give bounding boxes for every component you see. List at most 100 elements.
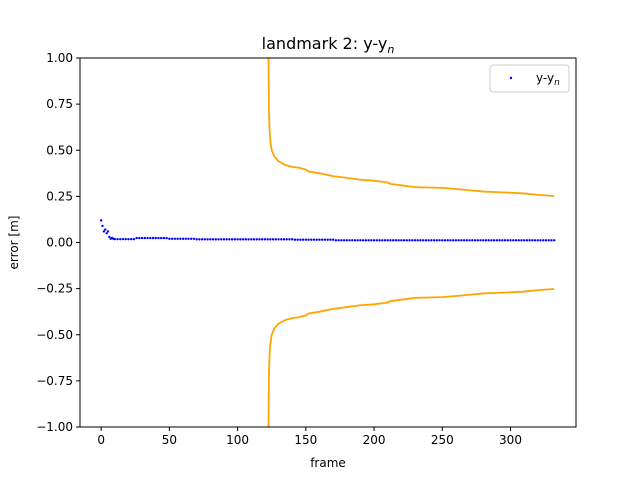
error-point — [159, 236, 163, 240]
error-point — [129, 237, 133, 241]
error-point — [517, 239, 520, 242]
error-point — [495, 239, 499, 242]
error-point — [209, 238, 212, 241]
error-point — [149, 236, 152, 240]
error-point — [310, 238, 313, 241]
y-axis-ticks: −1.00 −0.75 −0.50 −0.25 0.00 0.25 0.50 0.75 1.00 — [36, 51, 80, 434]
error-point — [206, 238, 209, 241]
error-point — [200, 238, 204, 241]
chart-title-main: landmark 2: y-y — [262, 34, 388, 53]
error-point — [102, 230, 106, 233]
error-point — [132, 237, 136, 241]
error-point — [484, 239, 488, 242]
error-point — [135, 236, 138, 240]
x-axis-label: frame — [310, 456, 346, 470]
error-point — [101, 224, 104, 228]
error-point — [119, 237, 122, 241]
error-point — [168, 237, 171, 241]
error-point — [438, 239, 441, 242]
error-point — [411, 239, 414, 242]
error-point — [121, 237, 125, 241]
error-point — [345, 239, 348, 242]
error-point — [282, 238, 286, 241]
error-point — [405, 239, 408, 242]
error-point — [217, 238, 220, 241]
chart-title-subscript: n — [387, 43, 394, 56]
y-tick-label: −0.25 — [36, 282, 73, 296]
error-point — [151, 236, 155, 240]
error-point — [465, 239, 469, 242]
error-point — [430, 239, 433, 242]
error-point — [383, 239, 387, 242]
error-point — [315, 238, 318, 241]
error-point — [312, 238, 316, 241]
error-point — [359, 239, 362, 242]
error-point — [462, 239, 466, 242]
error-point — [146, 236, 149, 240]
error-point — [386, 239, 389, 242]
error-point — [321, 238, 324, 241]
error-point — [364, 239, 368, 242]
error-point — [225, 238, 228, 241]
error-point — [476, 239, 479, 242]
error-point — [413, 239, 417, 242]
error-point — [435, 239, 439, 242]
error-point — [351, 239, 354, 242]
error-point — [173, 237, 177, 241]
error-point — [244, 238, 247, 241]
y-tick-label: 0.50 — [46, 143, 73, 157]
x-tick-label: 250 — [431, 433, 454, 447]
error-point — [140, 236, 144, 240]
error-point — [531, 239, 534, 242]
error-point — [260, 238, 264, 241]
legend-label: y-yn — [536, 71, 560, 88]
error-point — [288, 238, 291, 241]
error-point — [492, 239, 496, 242]
error-point — [512, 239, 515, 242]
error-point — [372, 239, 376, 242]
error-point — [296, 238, 299, 241]
error-point — [104, 228, 107, 231]
error-point — [419, 239, 422, 242]
error-point — [143, 236, 147, 240]
error-point — [389, 239, 392, 242]
error-point — [266, 238, 269, 241]
error-point — [454, 239, 458, 242]
error-point — [274, 238, 278, 241]
y-tick-label: 0.00 — [46, 236, 73, 250]
error-point — [326, 238, 329, 241]
y-tick-label: −0.50 — [36, 328, 73, 342]
error-point — [446, 239, 449, 242]
error-point — [536, 239, 539, 242]
error-point — [198, 238, 201, 241]
error-point — [331, 238, 335, 241]
error-point — [498, 239, 501, 242]
y-tick-label: 0.25 — [46, 189, 73, 203]
y-tick-label: −1.00 — [36, 420, 73, 434]
x-tick-label: 300 — [499, 433, 522, 447]
error-point — [522, 239, 526, 242]
error-point — [356, 239, 359, 242]
error-point — [544, 239, 548, 242]
error-point — [361, 239, 365, 242]
error-point — [239, 238, 242, 241]
error-point — [400, 239, 403, 242]
error-point — [280, 238, 283, 241]
error-point — [424, 239, 428, 242]
x-tick-label: 200 — [363, 433, 386, 447]
error-point — [241, 238, 245, 241]
error-point — [269, 238, 272, 241]
error-point — [138, 236, 141, 240]
error-point — [323, 238, 327, 241]
error-points — [99, 219, 556, 242]
error-point — [165, 236, 168, 240]
error-point — [539, 239, 542, 242]
error-point — [236, 238, 239, 241]
upper-bound-line — [267, 58, 555, 197]
error-point — [550, 239, 553, 242]
error-point — [124, 237, 127, 241]
y-tick-label: 1.00 — [46, 51, 73, 65]
legend-box — [489, 64, 570, 93]
x-tick-label: 0 — [97, 433, 105, 447]
